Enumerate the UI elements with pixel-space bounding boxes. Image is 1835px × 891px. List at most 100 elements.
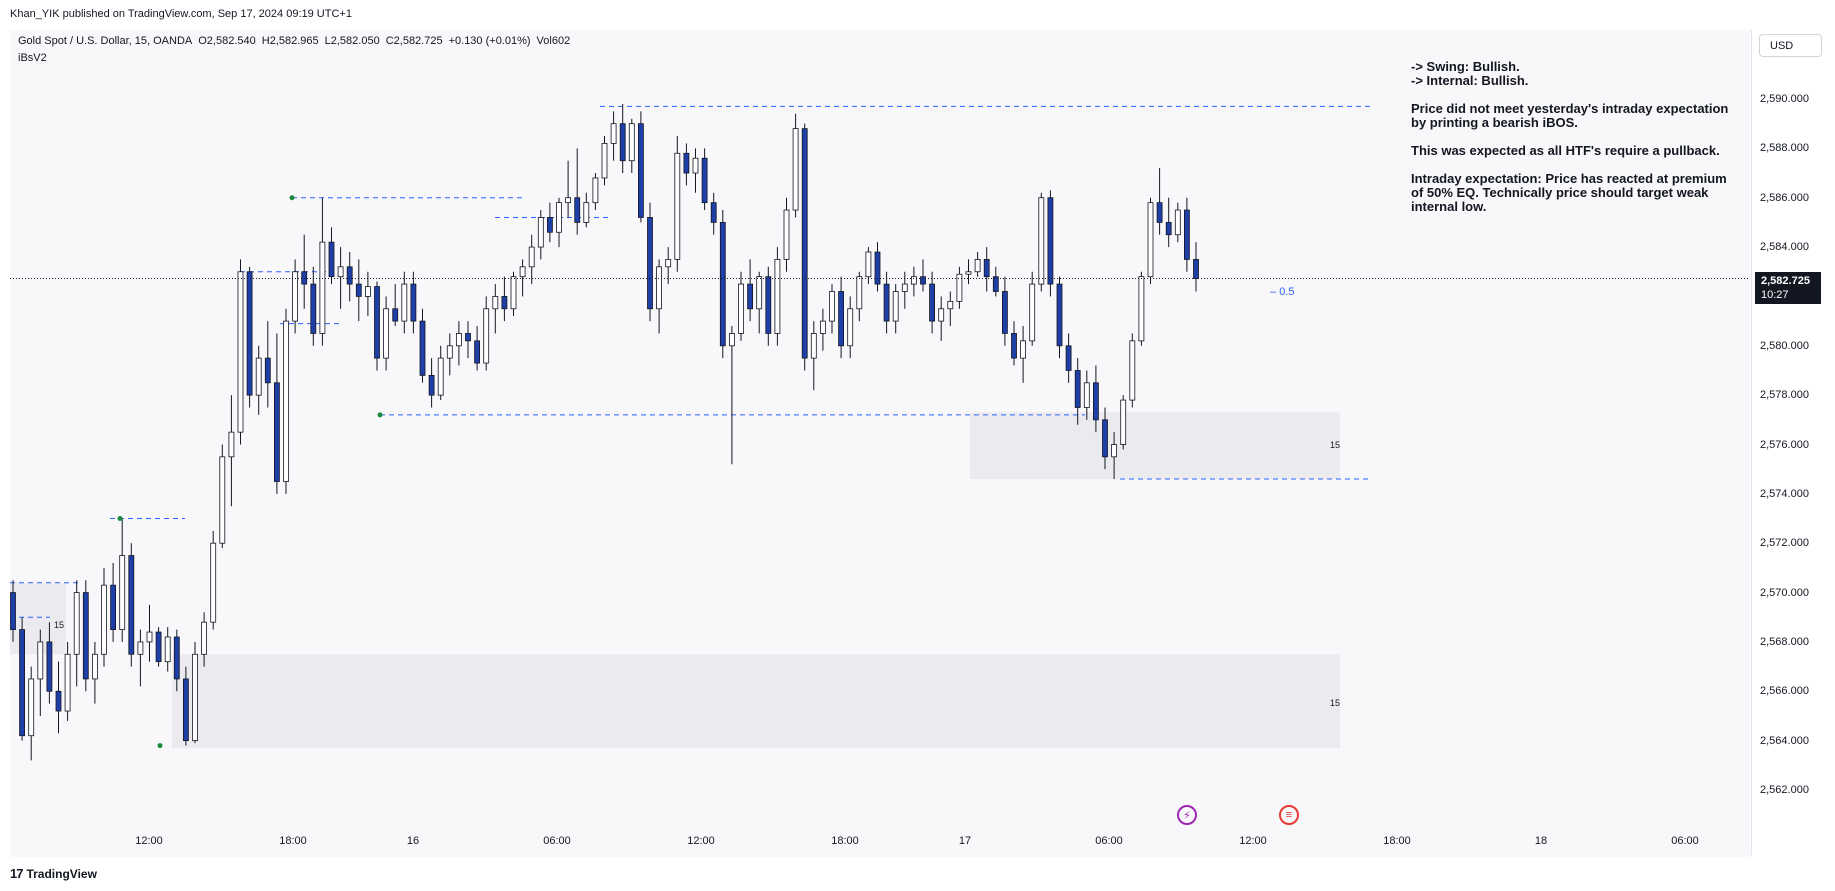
bar-countdown: 10:27: [1761, 289, 1789, 301]
candle-body: [1093, 382, 1099, 421]
candle-body: [947, 300, 954, 310]
candle-body: [474, 340, 481, 364]
candle-body: [601, 143, 608, 179]
time-axis-label: 17: [958, 835, 972, 847]
price-axis-label: 2,588.000: [1760, 142, 1809, 155]
candle-body: [1174, 209, 1181, 236]
candle-body: [665, 259, 672, 268]
candle-body: [1047, 197, 1054, 285]
candle-body: [656, 266, 662, 310]
candle-body: [246, 271, 253, 396]
candle-body: [73, 592, 80, 655]
currency-button[interactable]: USD: [1759, 34, 1822, 57]
candle-body: [901, 283, 908, 292]
candle-body: [10, 592, 16, 630]
candle-body: [774, 259, 781, 334]
candle-body: [110, 584, 116, 630]
lightning-icon[interactable]: ⚡: [1177, 805, 1197, 825]
candle-body: [628, 123, 635, 162]
us-flag-icon[interactable]: ≡: [1279, 805, 1299, 825]
candle-body: [337, 266, 344, 278]
last-price-tag: 2,582.725 10:27: [1755, 272, 1821, 304]
swing-point-marker: [117, 516, 123, 522]
candle-body: [1111, 444, 1117, 458]
candle-body: [992, 276, 999, 292]
candle-body: [128, 555, 135, 655]
candle-body: [801, 128, 808, 359]
candle-body: [829, 291, 835, 322]
time-axis-label: 06:00: [1095, 835, 1123, 847]
legend-close: C2,582.725: [385, 35, 443, 47]
legend-open: O2,582.540: [198, 35, 256, 47]
candle-body: [210, 542, 217, 623]
candle-body: [747, 283, 753, 310]
candle-body: [419, 320, 426, 376]
equilibrium-value: 0.5: [1279, 286, 1295, 298]
candle-body: [164, 636, 171, 663]
candle-body: [965, 271, 972, 275]
legend-volume: Vol602: [536, 35, 571, 47]
candle-body: [820, 320, 826, 334]
candle-body: [192, 653, 198, 742]
candle-body: [1165, 221, 1172, 236]
indicator-label[interactable]: iBsV2: [18, 52, 47, 64]
last-price-value: 2,582.725: [1761, 275, 1810, 287]
note-para3: Intraday expectation: Price has reacted …: [1411, 171, 1727, 214]
time-axis-label: 18:00: [831, 835, 859, 847]
candle-body: [237, 271, 244, 433]
swing-point-marker: [377, 412, 383, 418]
candle-body: [28, 678, 35, 737]
candle-body: [492, 296, 499, 310]
note-swing: -> Swing: Bullish.: [1411, 59, 1520, 74]
candle-body: [46, 641, 53, 692]
analysis-note[interactable]: -> Swing: Bullish. -> Internal: Bullish.…: [1411, 60, 1731, 228]
candle-body: [1020, 340, 1026, 359]
time-axis-label: 12:00: [135, 835, 163, 847]
time-axis-label: 18: [1534, 835, 1548, 847]
candle-body: [528, 246, 535, 268]
candle-body: [173, 636, 180, 680]
candle-body: [920, 276, 926, 285]
price-axis-label: 2,590.000: [1760, 93, 1809, 105]
candle-body: [64, 653, 71, 712]
candle-body: [55, 690, 62, 712]
candle-body: [1074, 370, 1081, 408]
candle-body: [610, 123, 617, 144]
candle-body: [37, 641, 44, 680]
candle-body: [228, 431, 235, 458]
candle-body: [547, 217, 553, 233]
candle-body: [710, 202, 717, 223]
candle-body: [701, 157, 708, 204]
price-axis-label: 2,562.000: [1760, 784, 1809, 796]
published-caption: Khan_YIK published on TradingView.com, S…: [10, 8, 352, 20]
legend-high: H2,582.965: [261, 35, 319, 47]
tradingview-footer[interactable]: 17 TradingView: [10, 866, 97, 881]
chart-plot[interactable]: [10, 30, 1750, 857]
candle-body: [1120, 399, 1127, 445]
candle-body: [583, 202, 590, 223]
candle-body: [556, 202, 562, 233]
footer-brand: TradingView: [26, 866, 97, 881]
price-axis-label: 2,570.000: [1760, 586, 1809, 599]
candle-body: [729, 333, 735, 347]
candle-body: [883, 283, 890, 322]
candle-body: [146, 631, 153, 643]
candle-body: [328, 241, 335, 278]
supply-demand-zone: [172, 654, 1340, 749]
price-axis-label: 2,566.000: [1760, 685, 1809, 698]
candle-body: [810, 333, 817, 359]
candle-body: [82, 592, 89, 680]
chart-legend: Gold Spot / U.S. Dollar, 15, OANDA O2,58…: [18, 35, 570, 47]
candle-body: [19, 629, 26, 737]
candle-body: [401, 283, 408, 322]
candle-body: [565, 197, 571, 204]
candle-body: [865, 251, 872, 278]
note-para1: Price did not meet yesterday's intraday …: [1411, 101, 1729, 130]
swing-point-marker: [157, 743, 163, 749]
candle-body: [446, 345, 453, 359]
candle-body: [201, 621, 208, 655]
time-axis-label: 12:00: [1239, 835, 1267, 847]
candle-body: [519, 266, 526, 278]
time-axis-label: 16: [406, 835, 420, 847]
candle-body: [374, 286, 380, 359]
